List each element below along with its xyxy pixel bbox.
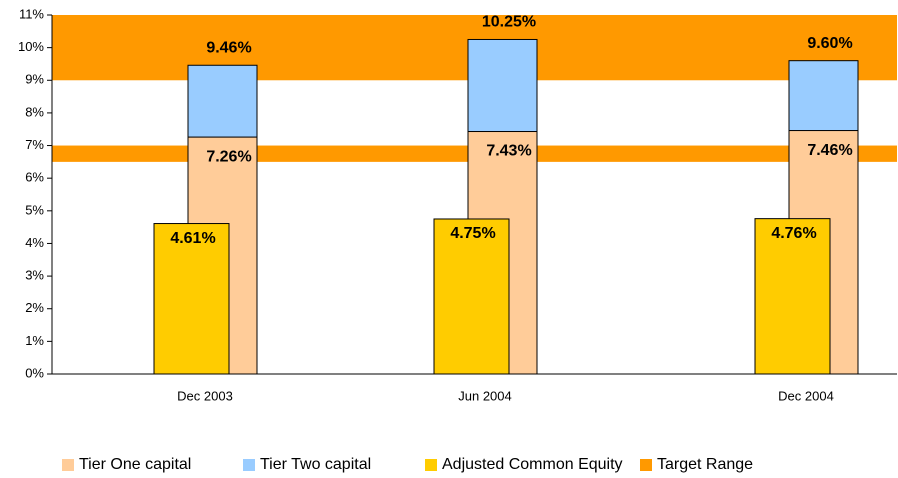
legend-swatch — [62, 459, 74, 471]
y-tick-label: 3% — [25, 268, 44, 283]
y-tick-label: 9% — [25, 72, 44, 87]
value-label: 7.46% — [807, 142, 852, 159]
y-tick-label: 1% — [25, 333, 44, 348]
legend-swatch — [243, 459, 255, 471]
x-tick-label: Jun 2004 — [458, 388, 512, 403]
y-tick-label: 4% — [25, 235, 44, 250]
value-label: 4.76% — [771, 225, 816, 242]
y-tick-label: 0% — [25, 365, 44, 380]
bar-segment — [187, 64, 258, 138]
legend-swatch — [640, 459, 652, 471]
bar — [153, 223, 230, 375]
bar-segment — [467, 38, 538, 133]
x-tick-label: Dec 2004 — [778, 388, 834, 403]
y-tick-label: 5% — [25, 202, 44, 217]
total-label: 10.25% — [482, 14, 536, 31]
y-tick-label: 10% — [18, 39, 44, 54]
legend-label: Tier One capital — [79, 456, 191, 473]
bar-segment — [788, 60, 859, 132]
y-tick-label: 8% — [25, 104, 44, 119]
bar — [754, 218, 831, 375]
legend-label: Adjusted Common Equity — [442, 456, 623, 473]
total-label: 9.46% — [206, 39, 251, 56]
value-label: 4.75% — [450, 225, 495, 242]
y-tick-label: 6% — [25, 170, 44, 185]
x-tick-label: Dec 2003 — [177, 388, 233, 403]
legend-label: Tier Two capital — [260, 456, 371, 473]
value-label: 4.61% — [170, 230, 215, 247]
value-label: 7.26% — [206, 148, 251, 165]
total-label: 9.60% — [807, 35, 852, 52]
legend-swatch — [425, 459, 437, 471]
bar — [433, 218, 510, 375]
y-tick-label: 2% — [25, 300, 44, 315]
y-tick-label: 7% — [25, 137, 44, 152]
value-label: 7.43% — [486, 143, 531, 160]
y-tick-label: 11% — [19, 6, 44, 21]
legend-label: Target Range — [657, 456, 753, 473]
